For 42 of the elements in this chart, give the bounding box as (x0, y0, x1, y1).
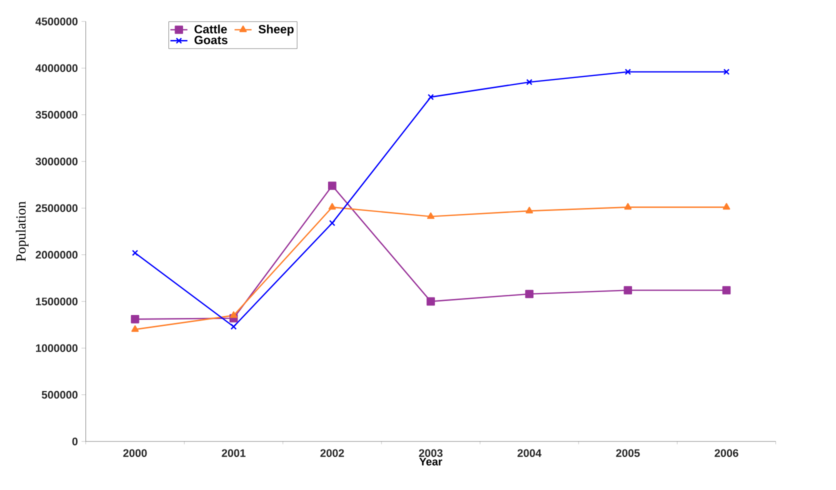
y-tick-label: 500000 (42, 390, 78, 399)
x-tick-label: 2002 (320, 449, 344, 457)
y-tick-label: 1000000 (36, 344, 78, 352)
point (525, 290, 534, 298)
point (426, 297, 435, 306)
point (230, 311, 238, 318)
point (130, 315, 140, 324)
point (722, 286, 731, 294)
y-tick-label: 2500000 (36, 204, 78, 212)
legend-label: Cattle (194, 24, 227, 34)
point (131, 325, 139, 332)
point (624, 203, 632, 210)
legend-label: Sheep (258, 24, 294, 36)
point (723, 68, 730, 75)
point (526, 78, 532, 86)
x-tick-label: 2000 (123, 449, 147, 457)
y-tick-label: 0 (72, 438, 78, 446)
y-tick-label: 4000000 (36, 64, 78, 72)
point (132, 250, 138, 256)
x-tick-label: 2005 (616, 449, 640, 457)
x-tick-label: 2001 (222, 449, 246, 457)
y-tick-label: 3500000 (36, 110, 78, 119)
point (230, 324, 237, 330)
point (624, 68, 632, 75)
point (328, 203, 336, 210)
x-tick-label: 2003 (418, 449, 443, 457)
point (328, 182, 336, 190)
legend-label: Goats (194, 36, 228, 44)
x-tick-label: 2004 (518, 449, 542, 457)
y-tick-label: 4500000 (36, 18, 78, 26)
y-tick-label: 1500000 (36, 298, 78, 306)
point (428, 94, 434, 100)
y-tick-label: 2000000 (36, 250, 78, 259)
y-axis-title: Population (16, 201, 28, 262)
x-tick-label: 2006 (714, 449, 738, 457)
point (722, 203, 730, 210)
point (427, 212, 434, 219)
point (526, 206, 534, 214)
point (329, 220, 336, 226)
y-tick-label: 3000000 (36, 158, 78, 166)
x-axis-title: Year (419, 458, 442, 466)
point (624, 286, 632, 294)
